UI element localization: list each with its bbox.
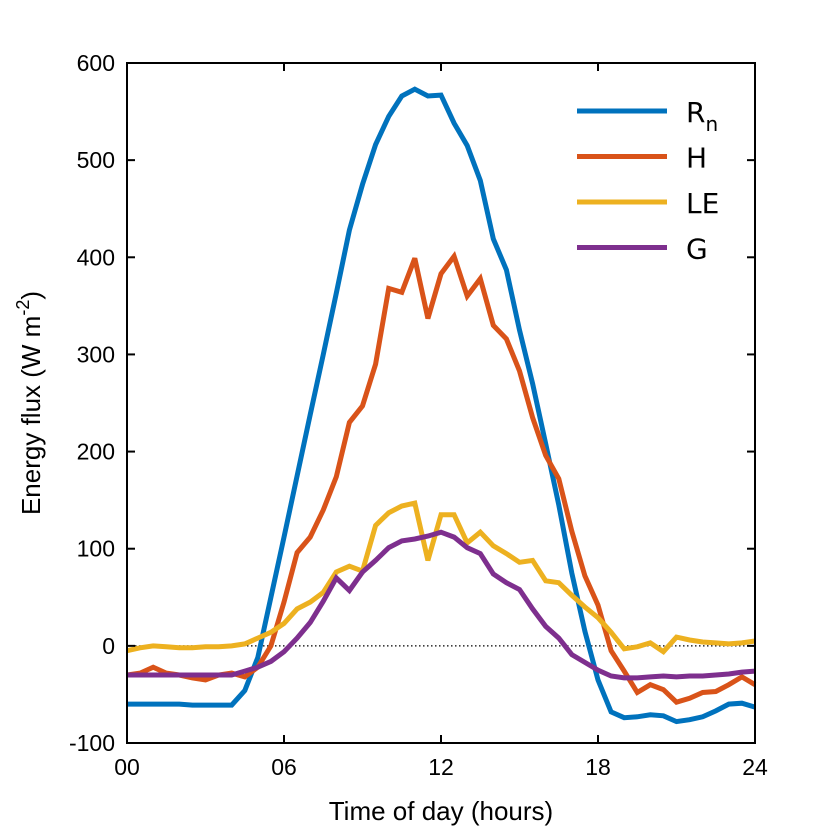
plot-frame [126,62,756,744]
series-line-g [127,529,756,681]
series-line-le [126,500,756,655]
series-line-h [126,250,757,706]
y-tick-label: 400 [77,244,115,270]
y-tick-label: -100 [69,730,115,756]
legend-item-le: LE [577,187,719,220]
y-tick-label: 600 [77,50,115,76]
legend-item-g: G [577,233,708,266]
legend-label: LE [686,187,719,220]
legend: Rn H LE G [577,96,719,266]
x-tick-label: 18 [585,754,611,780]
legend-label: Rn [686,96,718,136]
x-tick-label: 06 [271,754,297,780]
legend-label: G [686,233,708,266]
y-axis-label: Energy flux (W m-2) [13,291,46,515]
y-tick-label: 300 [77,341,115,367]
y-tick-label: 500 [77,147,115,173]
x-tick-label: 12 [428,754,454,780]
legend-item-rn: Rn [577,96,718,136]
y-tick-label: 100 [77,536,115,562]
x-tick-label: 24 [742,754,768,780]
series-line-rn [127,86,756,725]
legend-item-h: H [577,142,707,175]
y-tick-label: 0 [102,633,115,659]
x-axis-label: Time of day (hours) [329,796,553,826]
x-tick-label: 00 [114,754,140,780]
legend-label: H [686,142,707,175]
y-tick-label: 200 [77,439,115,465]
